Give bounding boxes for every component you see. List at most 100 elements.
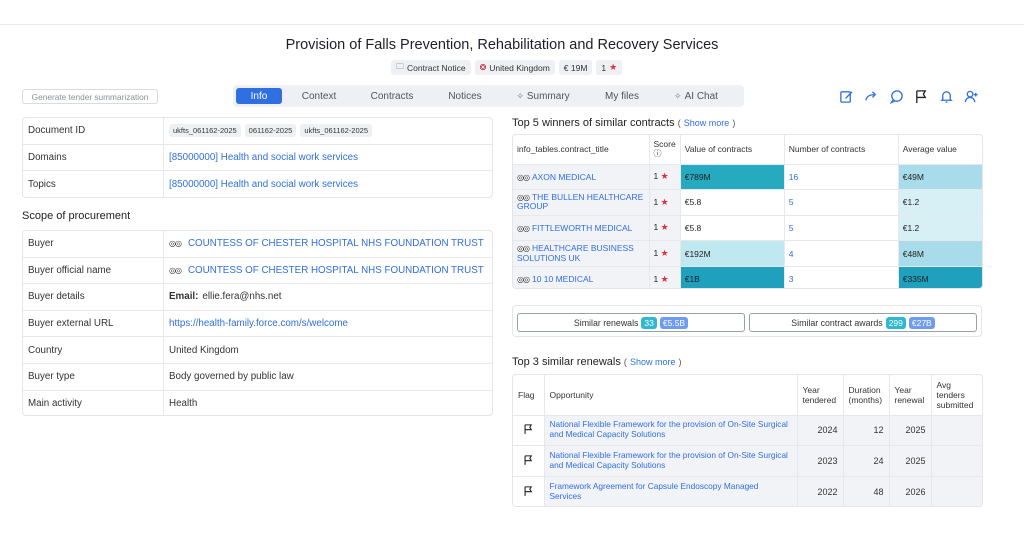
winners-show-more-link[interactable]: Show more [683,118,730,128]
flag-uk-icon: ❂ [479,63,487,72]
tab-summary[interactable]: ✧ Summary [516,90,570,102]
tab-info[interactable]: Info [236,88,282,104]
table-row: National Flexible Framework for the prov… [513,445,982,477]
tab-context[interactable]: Context [301,90,337,102]
winner-name[interactable]: ◎◎ THE BULLEN HEALTHCARE GROUP [513,189,650,216]
tab-ai-chat[interactable]: ✧ AI Chat [674,90,718,102]
winner-value: €192M [680,240,785,267]
winner-count[interactable]: 4 [784,240,899,267]
document-id-values: ukfts_061162-2025 061162-2025 ukfts_0611… [164,124,372,138]
table-row: Framework Agreement for Capsule Endoscop… [513,476,982,506]
sparkle-icon: ✧ [516,90,524,101]
tab-bar: Info Context Contracts Notices ✧ Summary … [233,85,744,107]
duration-months: 12 [843,415,890,447]
star-icon: ★ [660,222,669,233]
buyer-details-value: Email: ellie.fera@nhs.net [169,291,282,303]
tab-notices[interactable]: Notices [448,90,482,102]
tab-contracts[interactable]: Contracts [370,90,414,102]
buyer-type-label: Buyer type [23,363,164,390]
winner-avg: €1.2 [898,215,982,242]
rating-chip: 1 ★ [596,60,623,75]
similar-renewals-button[interactable]: Similar renewals 33 €5.5B [517,313,745,332]
winner-name[interactable]: ◎◎ AXON MEDICAL [513,164,650,191]
value-chip: € 19M [558,60,593,75]
winner-avg: €48M [898,240,982,267]
buyer-link[interactable]: ◎◎ COUNTESS OF CHESTER HOSPITAL NHS FOUND… [169,238,484,250]
scope-card: Buyer ◎◎ COUNTESS OF CHESTER HOSPITAL NHS… [22,230,493,416]
opportunity-link[interactable]: National Flexible Framework for the prov… [544,415,798,447]
opportunity-link[interactable]: Framework Agreement for Capsule Endoscop… [544,476,798,506]
col-value: Value of contracts [680,135,785,165]
table-row: ◎◎ FITTLEWORTH MEDICAL 1 ★ €5.8 5 €1.2 [513,215,982,242]
winner-count[interactable]: 3 [784,266,899,288]
buyer-type-row: Buyer type Body governed by public law [23,363,492,391]
main-activity-label: Main activity [23,390,164,415]
year-tendered: 2022 [797,476,844,506]
add-user-icon[interactable] [963,88,979,104]
flag-icon[interactable] [913,88,929,104]
document-id-row: Document ID ukfts_061162-2025 061162-202… [23,118,492,145]
renewals-title: Top 3 similar renewals [512,356,621,368]
winner-score: 1 ★ [649,164,681,191]
renewals-table: Flag Opportunity Year tendered Duration … [513,375,982,506]
winner-avg: €1.2 [898,189,982,216]
avg-tenders [931,415,982,447]
winner-avg: €49M [898,164,982,191]
col-year-tendered: Year tendered [797,375,844,416]
document-id-tag: ukfts_061162-2025 [169,124,241,138]
scope-title: Scope of procurement [22,210,131,222]
buyer-url-row: Buyer external URL https://health-family… [23,310,492,338]
renewals-count-badge: 33 [641,316,657,329]
topics-link[interactable]: [85000000] Health and social work servic… [169,178,358,190]
bell-icon[interactable] [938,88,954,104]
renewals-show-more-link[interactable]: Show more [629,357,676,367]
topics-row: Topics [85000000] Health and social work… [23,171,492,197]
buyer-official-name-link[interactable]: ◎◎ COUNTESS OF CHESTER HOSPITAL NHS FOUND… [169,264,484,276]
winner-score: 1 ★ [649,215,681,242]
buyer-url-link[interactable]: https://health-family.force.com/s/welcom… [169,318,348,330]
winner-count[interactable]: 5 [784,189,899,216]
domains-link[interactable]: [85000000] Health and social work servic… [169,151,358,163]
renewals-title-row: Top 3 similar renewals ( Show more ) [512,356,682,368]
document-id-label: Document ID [23,118,164,144]
table-row: ◎◎ HEALTHCARE BUSINESS SOLUTIONS UK 1 ★ €… [513,240,982,267]
flag-icon[interactable] [513,415,545,447]
table-row: ◎◎ THE BULLEN HEALTHCARE GROUP 1 ★ €5.8 5… [513,189,982,216]
edit-icon[interactable] [838,88,854,104]
renewals-value-badge: €5.5B [659,316,689,329]
winners-title: Top 5 winners of similar contracts [512,117,675,129]
winners-title-row: Top 5 winners of similar contracts ( Sho… [512,117,736,129]
renewals-header-row: Flag Opportunity Year tendered Duration … [513,375,982,416]
table-row: ◎◎ 10 10 MEDICAL 1 ★ €1B 3 €335M [513,266,982,288]
winner-name[interactable]: ◎◎ FITTLEWORTH MEDICAL [513,215,650,242]
year-tendered: 2023 [797,445,844,477]
similar-counts-card: Similar renewals 33 €5.5B Similar contra… [512,305,982,337]
opportunity-link[interactable]: National Flexible Framework for the prov… [544,445,798,477]
flag-icon[interactable] [513,476,545,506]
tab-my-files[interactable]: My files [605,90,639,102]
notice-type-chip: 🗀 Contract Notice [391,60,471,75]
winners-header-row: info_tables.contract_title Score ⓘ Value … [513,135,982,165]
renewals-table-card: Flag Opportunity Year tendered Duration … [512,374,983,507]
buyer-url-label: Buyer external URL [23,310,164,337]
country-chip: ❂ United Kingdom [474,60,555,75]
avg-tenders [931,445,982,477]
col-count: Number of contracts [784,135,899,165]
winner-name[interactable]: ◎◎ 10 10 MEDICAL [513,266,650,288]
winner-name[interactable]: ◎◎ HEALTHCARE BUSINESS SOLUTIONS UK [513,240,650,267]
organization-icon: ◎◎ [517,192,530,202]
main-activity-row: Main activity Health [23,390,492,415]
generate-summary-button[interactable]: Generate tender summarization [22,89,158,104]
avg-tenders [931,476,982,506]
organization-icon: ◎◎ [517,243,530,253]
winner-count[interactable]: 16 [784,164,899,191]
country-row: Country United Kingdom [23,337,492,364]
comment-icon[interactable] [888,88,904,104]
flag-icon[interactable] [513,445,545,477]
similar-awards-button[interactable]: Similar contract awards 299 €27B [749,313,977,332]
action-toolbar [838,88,979,104]
winner-count[interactable]: 5 [784,215,899,242]
winner-score: 1 ★ [649,266,681,288]
buyer-details-label: Buyer details [23,284,164,310]
share-icon[interactable] [863,88,879,104]
